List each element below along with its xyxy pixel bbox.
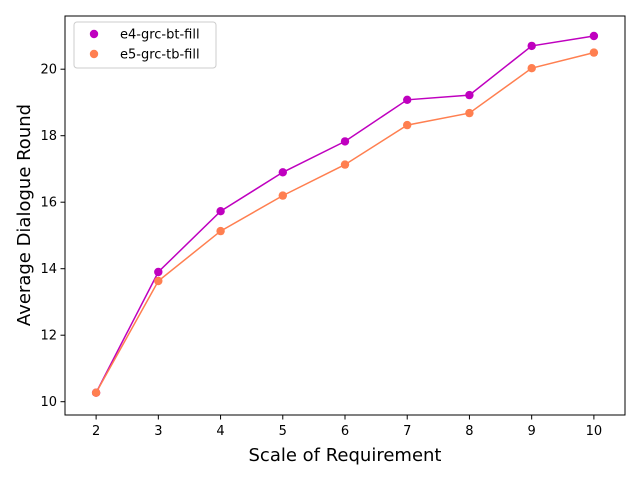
data-point-s2-2 [91, 388, 101, 397]
data-point-s2-5 [278, 191, 287, 200]
data-point-s2-6 [340, 160, 350, 169]
x-tick-label: 5 [279, 424, 287, 439]
y-tick-label: 20 [40, 63, 57, 78]
data-point-s2-3 [154, 276, 163, 286]
x-tick-label: 4 [216, 424, 224, 439]
y-tick-label: 12 [40, 329, 57, 344]
x-tick-label: 7 [403, 424, 411, 439]
data-point-s2-10 [589, 48, 599, 57]
x-tick-label: 3 [154, 424, 162, 439]
data-point-s1-5 [278, 168, 287, 177]
plot-area [65, 16, 625, 415]
y-tick-label: 10 [40, 395, 57, 410]
y-axis-ticks: 10 12 14 16 18 20 [40, 63, 65, 410]
legend-box [73, 21, 217, 69]
x-axis-title: Scale of Requirement [249, 445, 442, 466]
data-point-s2-4 [216, 226, 225, 236]
y-tick-label: 16 [40, 196, 57, 211]
series-layer [91, 31, 599, 397]
data-point-s2-9 [527, 63, 536, 73]
data-point-s2-8 [465, 108, 474, 118]
x-tick-label: 9 [528, 424, 536, 439]
data-point-s1-9 [527, 41, 536, 51]
data-point-s1-3 [154, 267, 163, 277]
legend-marker-1 [89, 29, 99, 39]
data-point-s1-8 [465, 90, 474, 100]
data-point-s1-7 [403, 95, 412, 105]
legend-label-2: e5-grc-tb-fill [120, 48, 200, 63]
legend: e4-grc-bt-fill e5-grc-tb-fill [73, 21, 217, 69]
y-tick-label: 18 [40, 129, 57, 144]
legend-marker-2 [89, 49, 99, 59]
x-tick-label: 8 [465, 424, 473, 439]
legend-label-1: e4-grc-bt-fill [120, 28, 200, 43]
data-point-s1-10 [589, 31, 599, 41]
x-tick-label: 6 [341, 424, 349, 439]
x-tick-label: 10 [586, 424, 603, 439]
x-axis-ticks: 2 3 4 5 6 7 8 9 10 [92, 415, 602, 439]
data-point-s2-7 [403, 120, 412, 130]
x-tick-label: 2 [92, 424, 100, 439]
data-point-s1-6 [340, 137, 350, 146]
y-axis-title: Average Dialogue Round [14, 104, 35, 326]
y-tick-label: 14 [40, 262, 57, 277]
data-point-s1-4 [216, 207, 225, 216]
